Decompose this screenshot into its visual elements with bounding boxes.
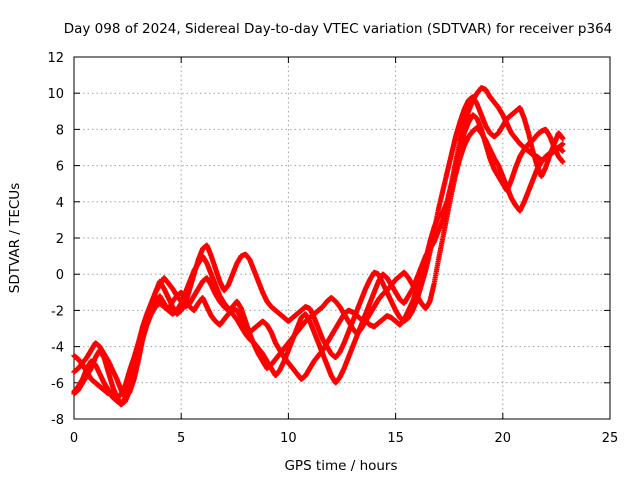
x-tick-label: 15 <box>387 431 404 446</box>
x-tick-label: 0 <box>70 431 78 446</box>
x-tick-label: 5 <box>177 431 185 446</box>
y-tick-label: 8 <box>56 123 64 138</box>
y-tick-label: -8 <box>51 413 64 428</box>
chart-title: Day 098 of 2024, Sidereal Day-to-day VTE… <box>64 21 613 37</box>
y-tick-label: 12 <box>47 51 64 66</box>
y-tick-label: -4 <box>51 341 64 356</box>
series-4 <box>71 112 566 408</box>
y-tick-label: 2 <box>56 232 64 247</box>
y-tick-label: 6 <box>56 160 64 175</box>
y-tick-label: 0 <box>56 268 64 283</box>
x-tick-label: 25 <box>602 431 619 446</box>
grid <box>74 57 610 419</box>
y-tick-label: -6 <box>51 377 64 392</box>
series-layer <box>71 85 566 408</box>
axis-ticks: 0 5 10 15 20 25 -8 -6 -4 -2 0 2 4 6 8 10 12 <box>47 51 618 446</box>
x-tick-label: 20 <box>495 431 512 446</box>
x-tick-label: 10 <box>280 431 297 446</box>
y-tick-label: 4 <box>56 196 64 211</box>
y-tick-label: -2 <box>51 304 64 319</box>
y-tick-label: 10 <box>47 87 64 102</box>
data-point <box>560 141 566 147</box>
